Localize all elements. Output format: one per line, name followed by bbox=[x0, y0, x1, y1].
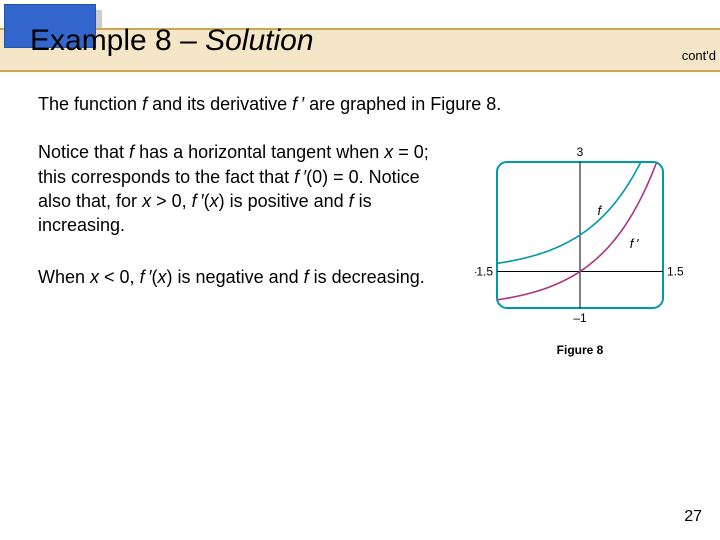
text: ) is negative and bbox=[167, 267, 304, 287]
text: has a horizontal tangent when bbox=[134, 142, 384, 162]
svg-text:3: 3 bbox=[577, 145, 584, 159]
fprime-symbol: f ′ bbox=[140, 267, 152, 287]
slide-number: 27 bbox=[684, 508, 702, 526]
text: > 0, bbox=[151, 191, 192, 211]
figure-8-plot: ff ′3–1–1.51.5 bbox=[475, 140, 685, 330]
slide-body: The function f and its derivative f ′ ar… bbox=[38, 92, 700, 357]
continued-label: cont'd bbox=[682, 48, 716, 63]
text-column: Notice that f has a horizontal tangent w… bbox=[38, 140, 442, 313]
example-label: Example 8 – bbox=[30, 24, 205, 57]
text: The function bbox=[38, 94, 142, 114]
paragraph-2: Notice that f has a horizontal tangent w… bbox=[38, 140, 442, 237]
fprime-symbol: f ′ bbox=[292, 94, 304, 114]
svg-text:f ′: f ′ bbox=[630, 236, 639, 251]
x-symbol: x bbox=[158, 267, 167, 287]
text: ) is positive and bbox=[219, 191, 349, 211]
svg-text:–1: –1 bbox=[573, 311, 587, 325]
x-symbol: x bbox=[142, 191, 151, 211]
svg-text:–1.5: –1.5 bbox=[475, 265, 493, 279]
figure-column: ff ′3–1–1.51.5 Figure 8 bbox=[460, 140, 700, 357]
content-row: Notice that f has a horizontal tangent w… bbox=[38, 140, 700, 357]
text: are graphed in Figure 8. bbox=[304, 94, 501, 114]
x-symbol: x bbox=[210, 191, 219, 211]
x-symbol: x bbox=[384, 142, 393, 162]
text: is decreasing. bbox=[309, 267, 425, 287]
slide-title: Example 8 – Solution bbox=[30, 24, 314, 58]
fprime-symbol: f ′ bbox=[192, 191, 204, 211]
paragraph-3: When x < 0, f ′(x) is negative and f is … bbox=[38, 265, 442, 289]
x-symbol: x bbox=[90, 267, 99, 287]
text: < 0, bbox=[99, 267, 140, 287]
svg-text:1.5: 1.5 bbox=[667, 265, 684, 279]
text: When bbox=[38, 267, 90, 287]
solution-label: Solution bbox=[205, 24, 313, 57]
text: Notice that bbox=[38, 142, 129, 162]
text: and its derivative bbox=[147, 94, 292, 114]
intro-paragraph: The function f and its derivative f ′ ar… bbox=[38, 92, 700, 116]
fprime-symbol: f ′ bbox=[294, 167, 306, 187]
figure-caption: Figure 8 bbox=[460, 343, 700, 357]
